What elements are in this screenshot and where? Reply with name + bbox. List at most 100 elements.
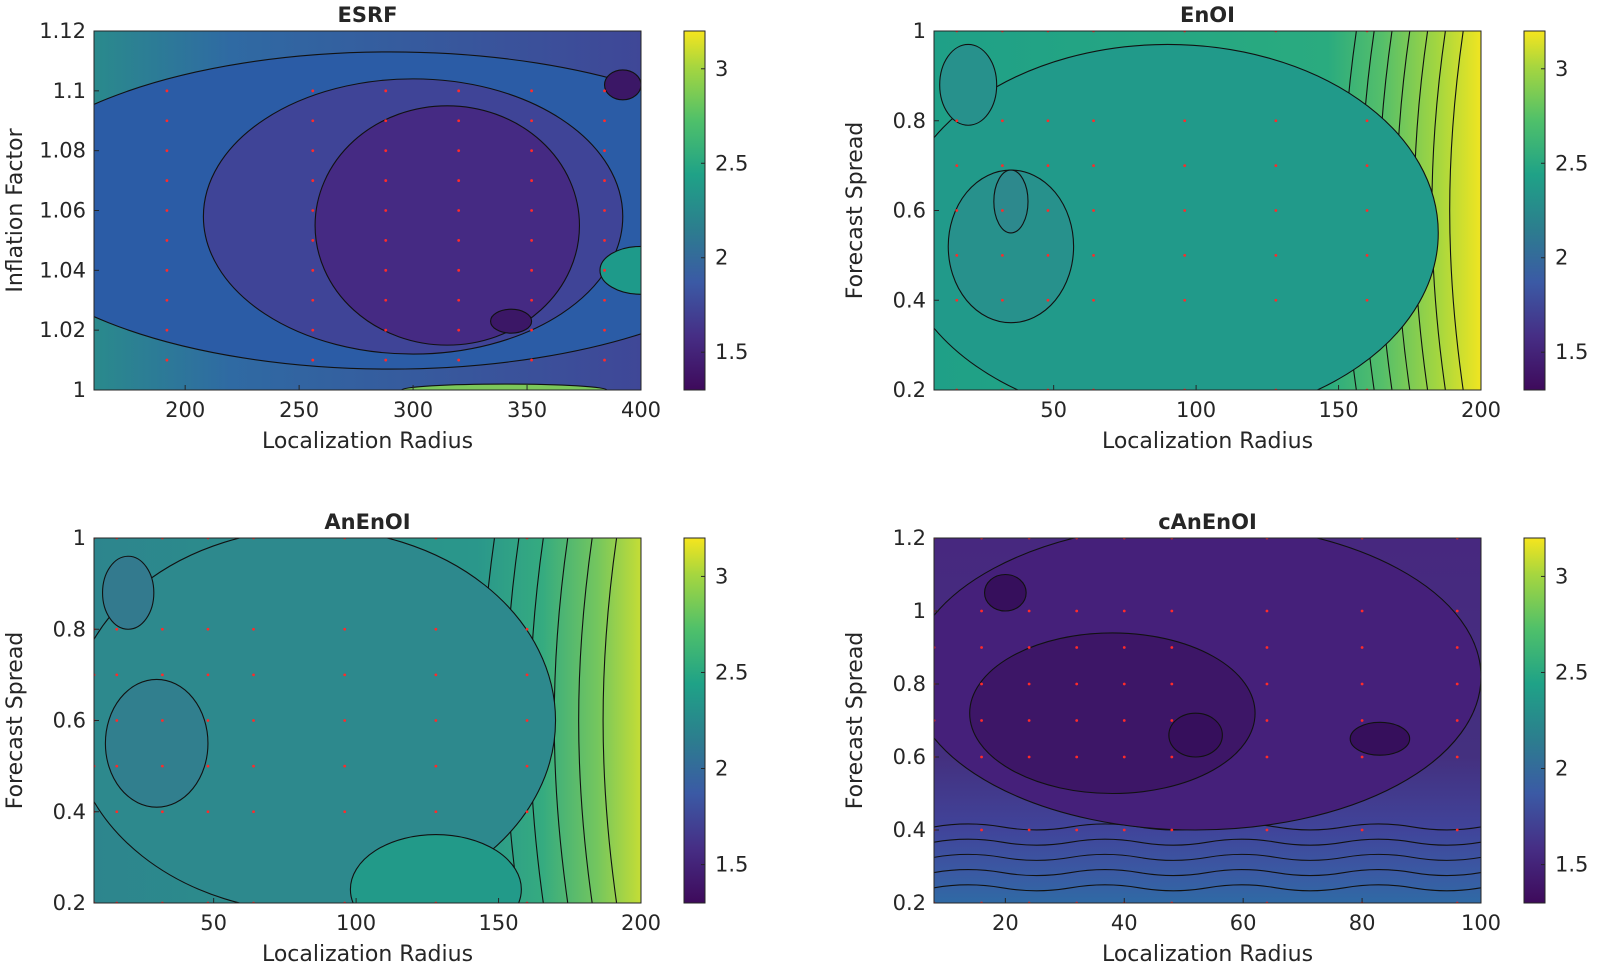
sample-point	[311, 328, 315, 332]
sample-point	[603, 89, 606, 93]
contour-region	[603, 69, 641, 101]
y-tick-label: 1.12	[39, 19, 86, 43]
sample-point	[1170, 609, 1174, 613]
sample-point	[457, 268, 461, 272]
sample-point	[980, 609, 983, 613]
contour-line	[1449, 31, 1464, 390]
sample-point	[115, 764, 119, 768]
y-tick-label: 0.4	[53, 800, 86, 824]
contour-region	[94, 538, 557, 903]
sample-point	[530, 358, 533, 362]
sample-point	[1455, 646, 1459, 649]
y-tick-label: 1.08	[39, 139, 86, 163]
sample-point	[1183, 164, 1187, 168]
sample-point	[530, 268, 533, 272]
sample-point	[525, 627, 529, 631]
sample-point	[252, 627, 255, 631]
sample-point	[206, 810, 210, 814]
sample-point	[980, 719, 983, 722]
sample-point	[434, 719, 438, 722]
contour-region	[993, 169, 1029, 234]
sample-point	[603, 298, 606, 302]
sample-point	[457, 89, 461, 93]
sample-point	[603, 209, 606, 212]
sample-point	[1274, 119, 1278, 123]
y-tick-label: 1	[73, 378, 86, 402]
sample-point	[384, 358, 388, 362]
y-tick-label: 0.2	[893, 378, 926, 402]
contour-plot-area	[94, 538, 641, 903]
sample-point	[115, 627, 119, 631]
x-tick-label: 250	[279, 398, 319, 422]
sample-point	[1046, 119, 1050, 123]
chart-title: EnOI	[1180, 3, 1235, 27]
sample-point	[311, 358, 315, 362]
x-tick-label: 50	[1040, 398, 1067, 422]
sample-point	[1365, 164, 1369, 168]
sample-point	[165, 179, 169, 182]
sample-point	[1046, 164, 1050, 168]
sample-point	[1075, 828, 1079, 832]
colorbar-tick-label: 2	[715, 757, 728, 781]
sample-point	[1092, 119, 1095, 123]
sample-point	[1027, 828, 1031, 832]
sample-point	[1455, 682, 1459, 686]
sample-point	[457, 358, 461, 362]
sample-point	[1170, 682, 1174, 686]
contour-region	[490, 308, 533, 334]
colorbar	[683, 537, 706, 904]
contour-line	[934, 838, 1481, 846]
colorbar-tick-label: 3	[715, 564, 728, 588]
sample-point	[1122, 755, 1126, 759]
sample-point	[311, 268, 315, 272]
sample-point	[165, 358, 169, 362]
sample-point	[434, 673, 438, 677]
y-tick-label: 1.06	[39, 199, 86, 223]
colorbar	[1523, 30, 1546, 391]
sample-point	[1075, 682, 1079, 686]
sample-point	[115, 719, 119, 722]
y-tick-label: 0.2	[893, 891, 926, 915]
sample-point	[384, 328, 388, 332]
sample-point	[1122, 609, 1126, 613]
sample-point	[530, 149, 533, 153]
sample-point	[980, 828, 983, 832]
sample-point	[457, 209, 461, 212]
sample-point	[1092, 298, 1095, 302]
x-axis-label: Localization Radius	[1102, 429, 1313, 454]
sample-point	[457, 179, 461, 182]
sample-point	[384, 179, 388, 182]
x-tick-label: 150	[1319, 398, 1359, 422]
sample-point	[384, 268, 388, 272]
sample-point	[603, 179, 606, 182]
sample-point	[165, 268, 169, 272]
axes-frame	[933, 537, 1482, 904]
sample-point	[457, 328, 461, 332]
sample-point	[1000, 298, 1004, 302]
sample-point	[955, 119, 959, 123]
sample-point	[1455, 719, 1459, 722]
y-tick-label: 0.6	[893, 745, 926, 769]
sample-point	[206, 719, 210, 722]
x-tick-label: 100	[1461, 911, 1501, 935]
y-tick-label: 1	[913, 599, 926, 623]
sample-point	[1027, 682, 1031, 686]
sample-point	[1170, 755, 1174, 759]
sample-point	[1455, 755, 1459, 759]
x-tick-label: 40	[1111, 911, 1138, 935]
sample-point	[530, 179, 533, 182]
colorbar-tick-label: 1.5	[715, 853, 748, 877]
chart-title: ESRF	[338, 3, 398, 27]
x-tick-label: 60	[1230, 911, 1257, 935]
x-tick-label: 150	[479, 911, 519, 935]
sample-point	[252, 719, 255, 722]
panel-anenoi: 50 100 150 200 0.2 0.4 0.6 0.8 1 AnEnOI Localizati…	[3, 510, 748, 967]
sample-point	[1027, 609, 1031, 613]
sample-point	[343, 810, 347, 814]
contour-line	[934, 884, 1481, 892]
sample-point	[1092, 164, 1095, 168]
x-tick-label: 200	[1461, 398, 1501, 422]
sample-point	[530, 239, 533, 242]
panel-esrf: 200 250 300 350 400 1 1.02 1.04 1.06 1.08 1.1 1.12 E…	[3, 3, 748, 454]
